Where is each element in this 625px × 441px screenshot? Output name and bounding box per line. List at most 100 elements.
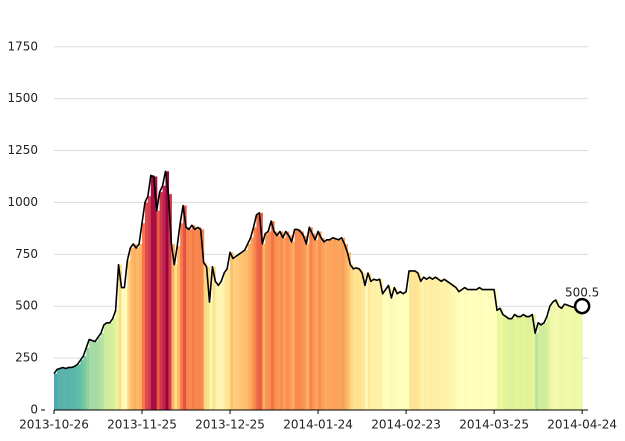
area-strip xyxy=(573,307,577,410)
area-strip xyxy=(453,285,457,410)
area-strip xyxy=(450,283,454,410)
area-strip xyxy=(576,306,580,410)
area-strip xyxy=(555,299,560,410)
area-strip xyxy=(133,243,137,410)
area-strip xyxy=(435,277,439,410)
end-label: 500.5 xyxy=(565,286,599,300)
area-strip xyxy=(494,289,498,410)
x-tick-label: 2013-10-26 xyxy=(19,418,89,432)
area-strip xyxy=(144,202,149,410)
area-strip xyxy=(98,337,102,410)
x-tick-label: 2013-11-25 xyxy=(107,418,177,432)
area-strip xyxy=(71,367,76,410)
area-strip xyxy=(130,248,134,410)
area-strip xyxy=(174,264,178,410)
area-strip xyxy=(491,289,495,410)
area-strip xyxy=(177,246,181,410)
area-strip xyxy=(482,289,486,410)
area-strip xyxy=(188,229,193,410)
area-strip xyxy=(429,277,434,410)
area-strip xyxy=(200,229,205,410)
area-strip xyxy=(271,221,275,410)
area-strip xyxy=(215,281,219,410)
area-strip xyxy=(300,231,304,410)
area-strip xyxy=(180,223,184,410)
area-strip xyxy=(420,281,425,410)
area-strip xyxy=(142,223,146,410)
area-strip xyxy=(397,293,401,410)
area-strip xyxy=(409,270,413,410)
area-strip xyxy=(238,254,243,410)
area-strip xyxy=(520,316,525,410)
area-strip xyxy=(86,347,90,410)
area-strip xyxy=(235,256,240,410)
y-tick-label: 1250 xyxy=(7,143,38,157)
area-strip xyxy=(156,210,161,410)
area-strip xyxy=(294,229,299,410)
area-strip xyxy=(353,268,357,410)
area-strip xyxy=(511,318,516,410)
x-tick-label: 2014-04-24 xyxy=(547,418,617,432)
area-strip xyxy=(505,316,510,410)
area-strip xyxy=(168,194,172,410)
end-marker xyxy=(573,297,591,315)
area-strip xyxy=(461,289,466,410)
area-strip xyxy=(379,279,384,410)
area-strip xyxy=(62,367,67,410)
area-strip xyxy=(265,233,269,410)
area-strip xyxy=(315,239,319,410)
area-strip xyxy=(183,205,187,410)
area-strip xyxy=(95,341,99,410)
area-strip xyxy=(570,306,574,410)
area-strip xyxy=(209,302,214,410)
area-strips xyxy=(54,171,583,410)
area-strip xyxy=(232,258,237,410)
area-strip xyxy=(139,243,143,410)
area-strip xyxy=(54,373,58,410)
area-strip xyxy=(549,306,554,410)
area-strip xyxy=(276,235,281,410)
area-strip xyxy=(197,227,202,410)
area-strip xyxy=(523,314,527,410)
area-strip xyxy=(115,310,120,410)
area-strip xyxy=(423,277,428,410)
area-strip xyxy=(356,267,360,410)
area-strip xyxy=(499,308,504,410)
area-strip xyxy=(455,287,460,410)
area-strip xyxy=(561,308,566,410)
area-strip xyxy=(441,281,445,410)
area-strip xyxy=(370,281,375,410)
area-strip xyxy=(68,367,73,410)
area-strip xyxy=(567,305,571,410)
area-strip xyxy=(56,369,61,410)
area-strip xyxy=(382,293,387,410)
area-strip xyxy=(473,289,478,410)
area-strip xyxy=(426,279,431,410)
area-strip xyxy=(106,322,111,410)
area-strip xyxy=(326,239,331,410)
area-strip xyxy=(488,289,492,410)
area-strip xyxy=(344,243,349,410)
area-strip xyxy=(221,281,225,410)
area-strip xyxy=(230,252,234,410)
area-strip xyxy=(535,333,539,410)
area-strip xyxy=(558,306,563,410)
area-strip xyxy=(470,289,475,410)
area-strip xyxy=(147,196,152,410)
area-strip xyxy=(121,287,126,410)
area-strip xyxy=(288,235,293,410)
area-strip xyxy=(74,366,79,410)
area-strip xyxy=(191,225,196,410)
area-strip xyxy=(256,214,260,410)
area-strip xyxy=(306,243,310,410)
area-strip xyxy=(92,340,96,410)
x-tick-label: 2013-12-25 xyxy=(195,418,265,432)
area-strip xyxy=(391,297,395,410)
area-strip xyxy=(77,364,82,410)
area-strip xyxy=(417,273,422,410)
area-strip xyxy=(479,287,483,410)
area-strip xyxy=(153,176,158,410)
area-strip xyxy=(291,241,296,410)
area-strip xyxy=(100,333,105,410)
